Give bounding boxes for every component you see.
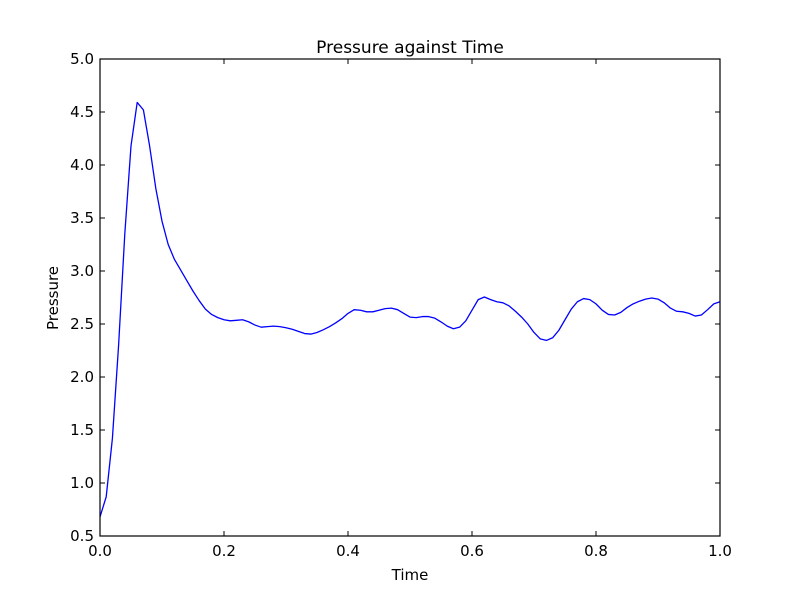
x-tick-label: 1.0: [708, 542, 732, 560]
x-tick-label: 0.2: [212, 542, 236, 560]
x-tick-label: 0.8: [584, 542, 608, 560]
y-tick-label: 1.0: [70, 474, 94, 492]
y-tick-label: 3.0: [70, 262, 94, 280]
y-tick-label: 1.5: [70, 421, 94, 439]
y-tick-label: 4.5: [70, 103, 94, 121]
chart-title: Pressure against Time: [316, 38, 504, 58]
y-tick-label: 0.5: [70, 527, 94, 545]
y-axis-label: Pressure: [44, 266, 62, 330]
y-tick-label: 4.0: [70, 156, 94, 174]
pressure-line: [99, 101, 721, 518]
x-axis-label: Time: [391, 566, 429, 584]
plot-frame: [99, 58, 721, 537]
y-tick-label: 3.5: [70, 209, 94, 227]
y-tick-label: 2.5: [70, 315, 94, 333]
y-tick-label: 5.0: [70, 50, 94, 68]
y-tick-label: 2.0: [70, 368, 94, 386]
x-tick-label: 0.4: [336, 542, 360, 560]
x-tick-label: 0.6: [460, 542, 484, 560]
x-tick-label: 0.0: [88, 542, 112, 560]
